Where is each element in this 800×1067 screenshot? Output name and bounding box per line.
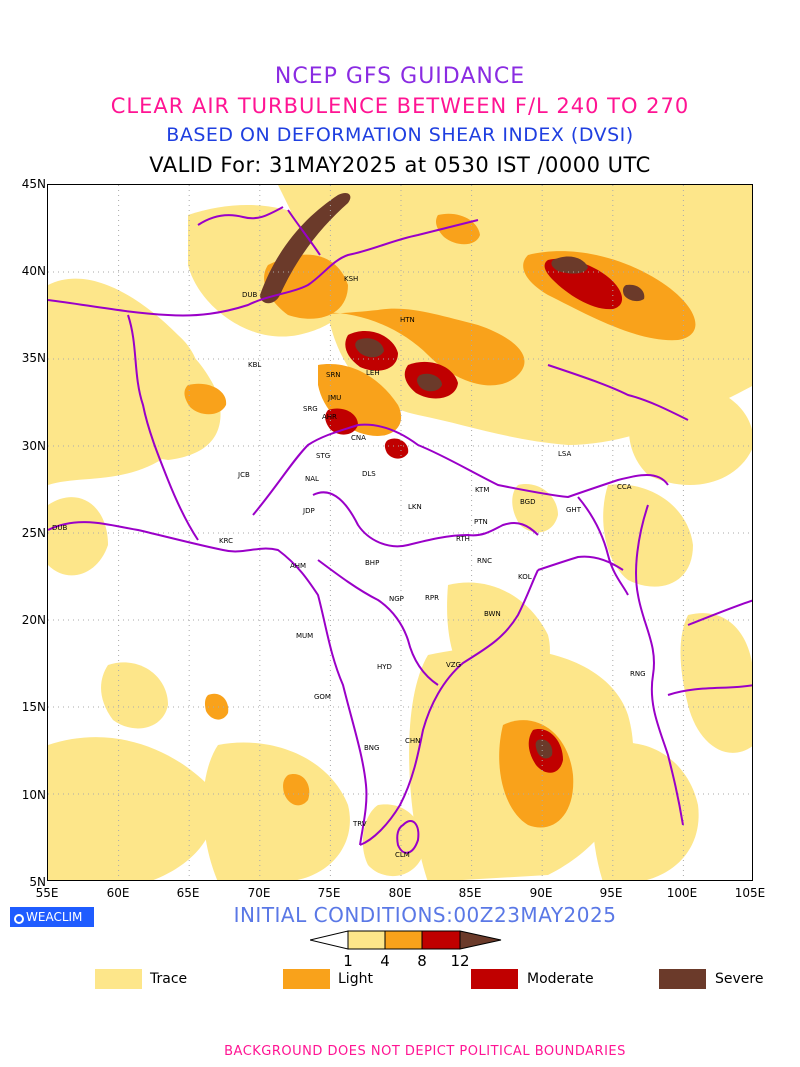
lon-label: 85E (458, 886, 482, 900)
city-label: KSH (344, 275, 358, 283)
lat-label: 30N (21, 439, 46, 453)
colorbar-tick: 4 (380, 952, 390, 970)
city-label: DLS (362, 470, 376, 478)
city-label: KRC (219, 537, 233, 545)
lon-label: 100E (666, 886, 698, 900)
lon-label: 80E (388, 886, 412, 900)
city-label: LKN (408, 503, 422, 511)
logo-ring-icon (14, 914, 24, 924)
legend-swatch-light (283, 969, 330, 989)
legend-label-severe: Severe (715, 971, 764, 987)
legend-label-trace: Trace (150, 971, 188, 987)
city-label: AHM (290, 562, 306, 570)
initial-conditions: INITIAL CONDITIONS:00Z23MAY2025 (233, 903, 617, 927)
city-label: BNG (364, 744, 379, 752)
city-label: BHP (365, 559, 379, 567)
city-label: RTH (456, 535, 470, 543)
colorbar-tick: 1 (343, 952, 353, 970)
city-label: NGP (389, 595, 404, 603)
colorbar-tick: 8 (417, 952, 427, 970)
title-line-2: CLEAR AIR TURBULENCE BETWEEN F/L 240 TO … (110, 94, 690, 118)
city-label: MUM (296, 632, 313, 640)
title-line-1: NCEP GFS GUIDANCE (274, 64, 526, 89)
colorbar-low-arrow (310, 930, 349, 950)
city-label: LSA (558, 450, 571, 458)
lat-label: 15N (21, 700, 46, 714)
lat-label: 45N (21, 177, 46, 191)
city-label: TRV (352, 820, 367, 828)
lat-label: 5N (29, 875, 46, 889)
lon-label: 75E (317, 886, 341, 900)
lon-label: 55E (35, 886, 59, 900)
weaclim-logo: WEACLIM (10, 907, 94, 927)
legend-label-light: Light (338, 971, 373, 987)
lon-label: 60E (106, 886, 130, 900)
legend-swatch-severe (659, 969, 706, 989)
city-label: HYD (377, 663, 392, 671)
city-label: LEH (366, 369, 380, 377)
lat-label: 35N (21, 351, 46, 365)
legend-label-moderate: Moderate (527, 971, 594, 987)
colorbar-trace (347, 930, 386, 950)
city-label: BWN (484, 610, 501, 618)
city-label: KOL (518, 573, 532, 581)
lat-label: 10N (21, 788, 46, 802)
colorbar (310, 930, 502, 950)
city-label: NAL (305, 475, 319, 483)
city-label: JDP (302, 507, 315, 515)
colorbar-light (384, 930, 423, 950)
city-label: CLM (395, 851, 410, 859)
footer-disclaimer: BACKGROUND DOES NOT DEPICT POLITICAL BOU… (224, 1044, 626, 1059)
title-line-4: VALID For: 31MAY2025 at 0530 IST /0000 U… (149, 153, 651, 177)
boundary-lines (48, 206, 752, 854)
city-label: AHR (322, 413, 337, 421)
lat-label: 20N (21, 613, 46, 627)
city-label: RNG (630, 670, 646, 678)
lat-label: 25N (21, 526, 46, 540)
lon-label: 105E (734, 886, 766, 900)
city-label: PTN (474, 518, 488, 526)
colorbar-moderate (421, 930, 461, 950)
city-label: CNA (351, 434, 366, 442)
lat-label: 40N (21, 264, 46, 278)
colorbar-tick: 12 (450, 952, 470, 970)
city-label: DUB (52, 524, 68, 532)
city-label: JMU (327, 394, 341, 402)
city-label: RNC (477, 557, 492, 565)
city-label: KBL (248, 361, 261, 369)
city-labels: DUB KSH HTN KBL SRN LEH JMU SRG AHR CNA … (52, 275, 646, 859)
lon-label: 90E (529, 886, 553, 900)
city-label: DUB (242, 291, 258, 299)
city-label: STG (316, 452, 330, 460)
city-label: CHN (405, 737, 420, 745)
city-label: SRG (303, 405, 318, 413)
lon-label: 95E (599, 886, 623, 900)
lon-label: 70E (247, 886, 271, 900)
map-canvas: DUB KSH HTN KBL SRN LEH JMU SRG AHR CNA … (48, 185, 752, 880)
city-label: HTN (400, 316, 415, 324)
colorbar-high-arrow (459, 930, 502, 950)
title-line-3: BASED ON DEFORMATION SHEAR INDEX (DVSI) (166, 124, 634, 146)
severe-regions (260, 192, 645, 759)
city-label: BGD (520, 498, 536, 506)
city-label: JCB (237, 471, 250, 479)
lat-lon-grid (48, 185, 752, 880)
city-label: GOM (314, 693, 331, 701)
city-label: RPR (425, 594, 439, 602)
city-label: CCA (617, 483, 632, 491)
city-label: KTM (475, 486, 489, 494)
city-label: SRN (326, 371, 341, 379)
legend-swatch-moderate (471, 969, 518, 989)
lon-label: 65E (176, 886, 200, 900)
turbulence-map: DUB KSH HTN KBL SRN LEH JMU SRG AHR CNA … (47, 184, 753, 881)
city-label: GHT (566, 506, 582, 514)
legend-swatch-trace (95, 969, 142, 989)
logo-text: WEACLIM (26, 910, 83, 924)
city-label: VZG (446, 661, 461, 669)
